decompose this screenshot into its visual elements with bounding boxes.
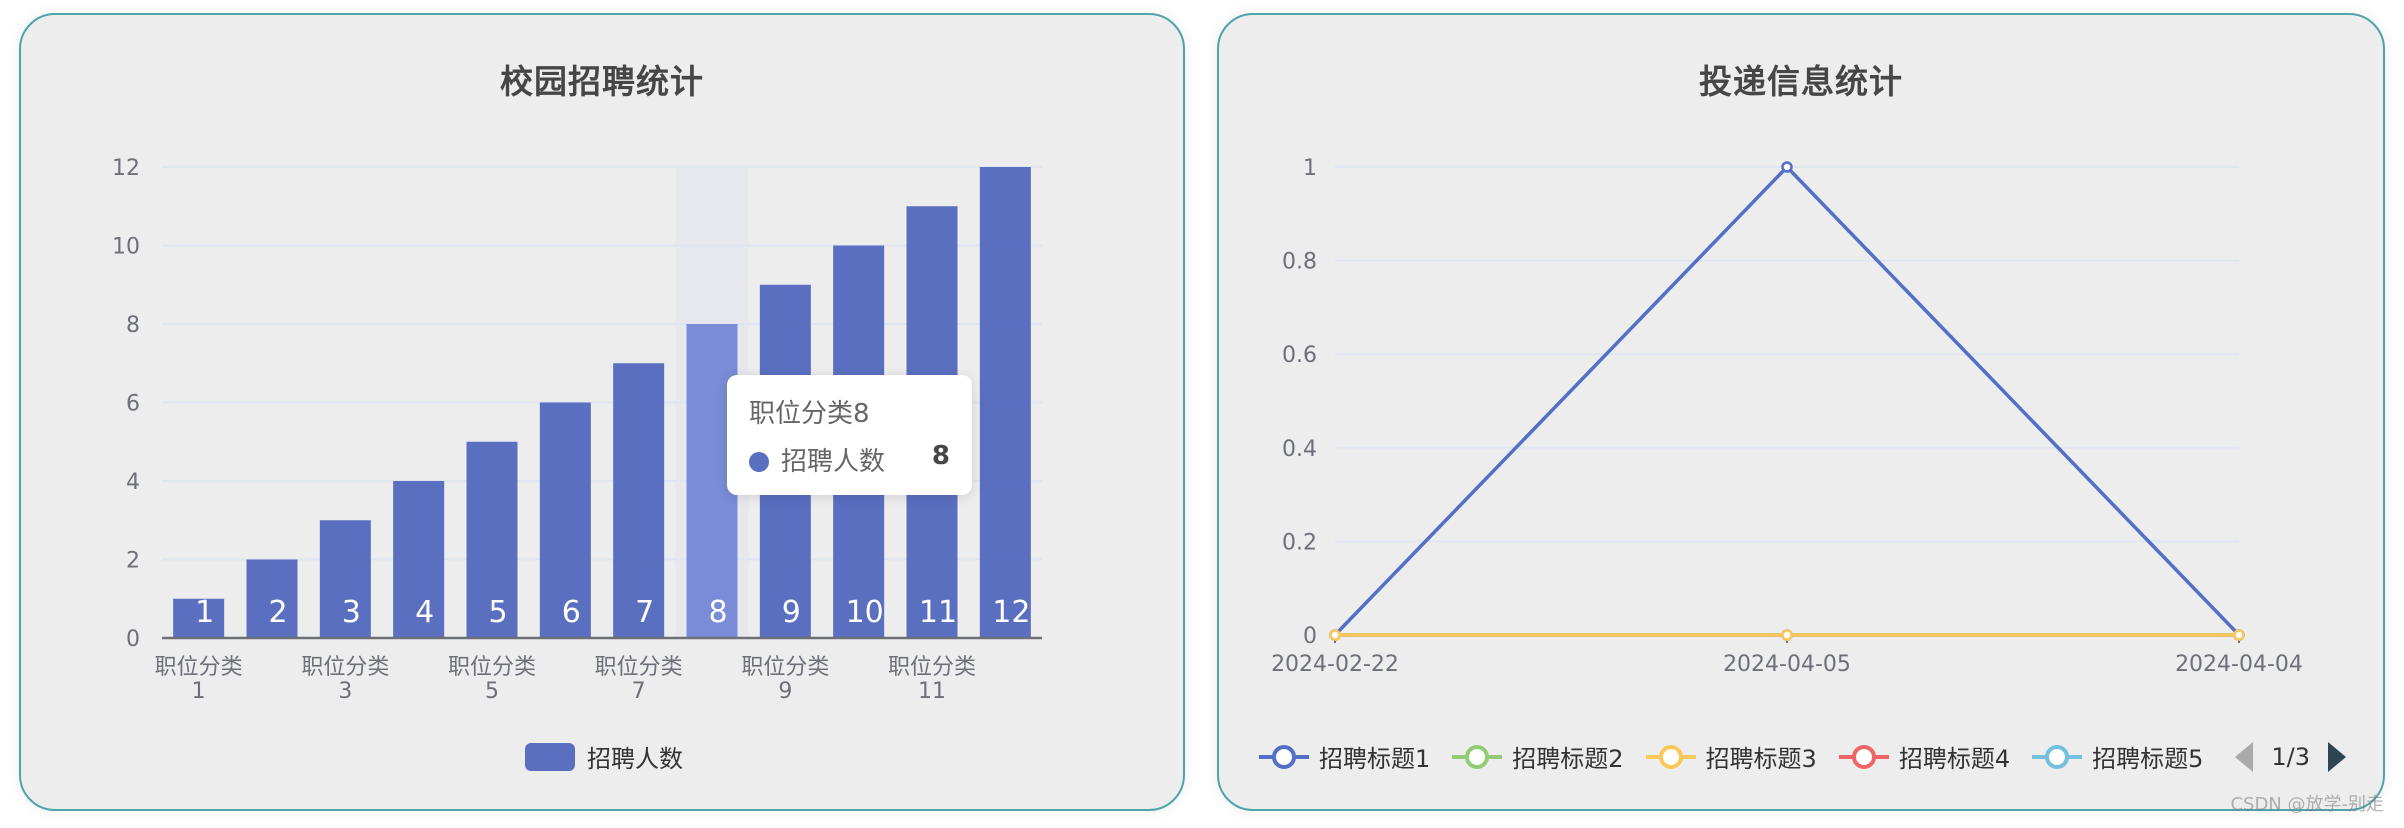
delivery-line-chart-card: 投递信息统计 0 0.2 0.4 0.6 0.8 1 2024-02-22 2024-04-0… (1217, 13, 2385, 811)
x-tick-label: 职位分类 7 (595, 655, 683, 704)
bar[interactable]: 3 (319, 520, 371, 638)
legend-item-series-5[interactable]: 招聘标题5 (2032, 739, 2203, 774)
bar[interactable]: 4 (393, 481, 445, 638)
bar-value-label: 9 (782, 595, 801, 630)
data-point[interactable] (1781, 161, 1793, 173)
legend-line-circle-icon (1645, 744, 1696, 769)
bar-value-label: 8 (708, 595, 727, 630)
legend-swatch-icon (525, 742, 575, 771)
x-tick-label: 2024-04-05 (1723, 652, 1851, 677)
bar-value-label: 3 (342, 595, 361, 630)
legend-item-recruit-count[interactable]: 招聘人数 (525, 739, 683, 774)
legend-line-circle-icon (2032, 744, 2083, 769)
bar-value-label: 2 (268, 595, 287, 630)
x-tick-label: 职位分类 11 (888, 655, 976, 704)
legend-label: 招聘标题2 (1512, 745, 1624, 773)
legend-label: 招聘标题1 (1319, 745, 1431, 773)
y-tick-label: 6 (126, 392, 140, 417)
x-tick-label: 职位分类 5 (448, 655, 536, 704)
legend-item-series-3[interactable]: 招聘标题3 (1645, 739, 1817, 774)
legend-item-series-2[interactable]: 招聘标题2 (1452, 739, 1624, 774)
y-tick-label: 0.4 (1282, 437, 1317, 462)
watermark: CSDN @放学-别走 (2230, 794, 2384, 815)
chart-title: 校园招聘统计 (500, 62, 704, 101)
legend-item-series-4[interactable]: 招聘标题4 (1838, 739, 2011, 774)
data-point[interactable] (1781, 629, 1793, 641)
x-tick-label: 2024-04-04 (2175, 652, 2303, 677)
legend-label: 招聘标题3 (1705, 745, 1817, 773)
bar[interactable]: 6 (539, 402, 591, 639)
bar-value-label: 6 (562, 595, 581, 630)
chart-tooltip: 职位分类8 招聘人数 8 (727, 375, 972, 495)
y-tick-label: 0 (1303, 624, 1317, 649)
bar-value-label: 10 (846, 595, 884, 630)
next-page-arrow-icon[interactable] (2328, 741, 2347, 772)
x-tick-label: 职位分类 1 (155, 655, 243, 704)
legend-page-indicator: 1/3 (2271, 742, 2311, 771)
recruitment-bar-chart-card: 校园招聘统计 0 2 4 6 8 10 12 1 2 3 4 5 6 7 8 9 10 11 12 职位分类 1 职位分类… (19, 13, 1185, 811)
y-tick-label: 10 (112, 235, 140, 260)
y-tick-label: 0 (126, 627, 140, 652)
bar-value-label: 5 (488, 595, 507, 630)
legend-line-circle-icon (1259, 744, 1309, 769)
legend-label: 招聘标题4 (1898, 745, 2011, 773)
x-tick-label: 2024-02-22 (1271, 652, 1399, 677)
y-tick-label: 0.2 (1282, 530, 1317, 555)
line-chart-legend: 招聘标题1 招聘标题2 招聘标题3 招聘标题4 招聘标题5 1/3 (1259, 739, 2347, 774)
data-point[interactable] (1329, 629, 1341, 641)
x-tick-label: 职位分类 9 (741, 655, 829, 704)
legend-line-circle-icon (1452, 744, 1503, 769)
bar-value-label: 12 (992, 595, 1030, 630)
legend-label: 招聘人数 (587, 745, 683, 773)
line-series[interactable] (1329, 629, 2245, 641)
bar-value-label: 7 (635, 595, 654, 630)
bar[interactable]: 5 (466, 441, 518, 638)
x-tick-label: 职位分类 3 (301, 655, 389, 704)
line-chart-plot[interactable]: 0 0.2 0.4 0.6 0.8 1 2024-02-22 2024-04-05 2024-0… (1219, 15, 2387, 813)
legend-item-series-1[interactable]: 招聘标题1 (1259, 739, 1430, 774)
bar[interactable]: 2 (246, 559, 298, 639)
tooltip-series-name: 招聘人数 (781, 447, 886, 477)
y-tick-label: 12 (112, 156, 140, 181)
legend-line-circle-icon (1838, 744, 1889, 769)
prev-page-arrow-icon[interactable] (2235, 741, 2254, 772)
tooltip-title: 职位分类8 (749, 399, 870, 429)
bar-value-label: 1 (195, 595, 214, 630)
bar[interactable]: 12 (979, 167, 1031, 638)
y-tick-label: 0.8 (1282, 250, 1317, 275)
bar[interactable]: 7 (613, 363, 665, 638)
chart-title: 投递信息统计 (1699, 62, 1903, 101)
y-tick-label: 1 (1303, 156, 1317, 181)
series-dot-icon (749, 452, 769, 472)
tooltip-value: 8 (931, 441, 950, 471)
bar[interactable]: 1 (173, 595, 225, 638)
y-tick-label: 8 (126, 313, 140, 338)
legend-pager: 1/3 (2235, 741, 2347, 772)
bar-value-label: 11 (919, 595, 957, 630)
line-series[interactable] (1329, 161, 2245, 641)
y-tick-label: 0.6 (1282, 343, 1317, 368)
bar-value-label: 4 (415, 595, 434, 630)
y-tick-label: 2 (126, 549, 140, 574)
data-point[interactable] (2233, 629, 2245, 641)
legend-label: 招聘标题5 (2092, 745, 2204, 773)
y-tick-label: 4 (126, 470, 140, 495)
